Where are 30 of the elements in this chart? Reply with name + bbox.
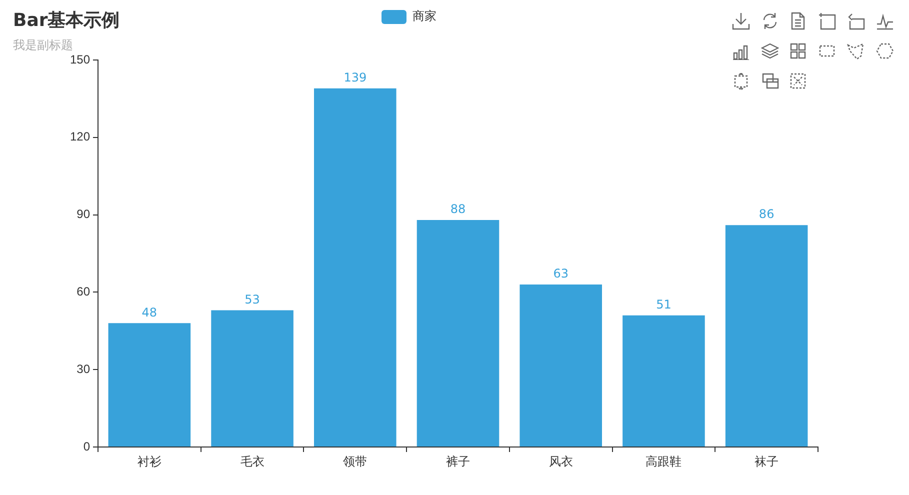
y-tick-label: 120 <box>70 130 90 144</box>
y-tick-label: 0 <box>83 439 90 454</box>
y-tick-label: 30 <box>76 362 90 376</box>
bar <box>314 88 396 446</box>
data-label: 86 <box>758 207 774 222</box>
bar <box>416 220 500 446</box>
bar <box>520 284 602 446</box>
x-tick-label: 袜子 <box>754 454 779 469</box>
x-tick-label: 裤子 <box>446 454 470 469</box>
x-tick-label: 高跟鞋 <box>646 454 682 469</box>
bar <box>622 315 705 446</box>
x-tick-label: 领带 <box>343 454 368 469</box>
data-label: 51 <box>656 298 672 312</box>
data-label: 139 <box>344 70 367 85</box>
chart-title: Bar基本示例 <box>13 9 120 32</box>
y-tick-label: 60 <box>76 284 90 299</box>
x-tick-label: 毛衣 <box>240 454 264 469</box>
legend-label: 商家 <box>412 9 436 24</box>
x-tick-label: 衬衫 <box>137 454 162 469</box>
data-label: 48 <box>142 305 158 320</box>
data-label: 88 <box>450 202 466 216</box>
x-tick-label: 风衣 <box>548 454 573 469</box>
y-tick-label: 90 <box>76 207 90 222</box>
bar <box>108 323 191 446</box>
data-label: 53 <box>244 292 260 306</box>
y-tick-label: 150 <box>70 52 90 66</box>
chart-subtitle: 我是副标题 <box>13 37 73 54</box>
bar <box>211 310 294 446</box>
bar <box>725 225 808 446</box>
data-label: 63 <box>553 266 568 281</box>
